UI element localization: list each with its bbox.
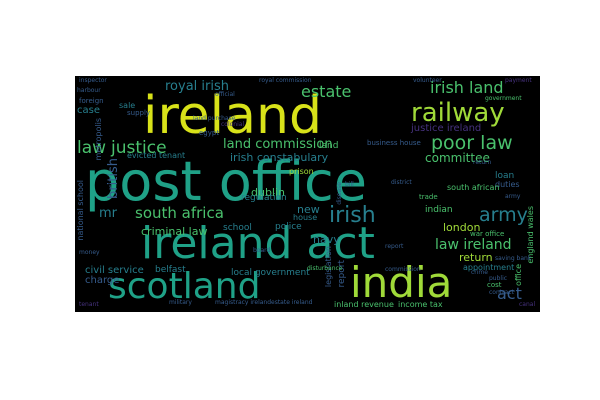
word-dublin: dublin bbox=[251, 186, 286, 199]
word-trade: trade bbox=[419, 193, 438, 201]
word-district: district bbox=[391, 179, 412, 186]
word-public: public bbox=[489, 275, 508, 282]
word-irish-constabulary: irish constabulary bbox=[230, 151, 329, 164]
word-irish-land: irish land bbox=[430, 78, 504, 97]
word-military: military bbox=[169, 299, 192, 306]
word-army-2: army bbox=[505, 193, 521, 200]
word-board: board bbox=[253, 247, 271, 254]
word-return: return bbox=[459, 251, 493, 264]
word-estate: estate bbox=[301, 82, 352, 101]
word-income-tax: income tax bbox=[398, 300, 443, 309]
word-south-african: south african bbox=[447, 183, 500, 192]
word-sale: sale bbox=[119, 101, 136, 110]
word-police: police bbox=[275, 222, 302, 232]
word-war-office: war office bbox=[470, 230, 505, 238]
word-duties: duties bbox=[495, 180, 520, 189]
word-poor-law: poor law bbox=[431, 132, 513, 154]
word-volunteer: volunteer bbox=[413, 77, 442, 84]
word-civil-service: civil service bbox=[85, 265, 144, 276]
word-local-government: local government bbox=[231, 268, 310, 278]
word-indian: indian bbox=[425, 205, 453, 215]
word-inspector: inspector bbox=[79, 77, 107, 84]
word-payment: payment bbox=[505, 77, 532, 84]
word-post-office: post office bbox=[85, 150, 367, 213]
word-foreign: foreign bbox=[79, 97, 104, 105]
word-tenant: tenant bbox=[79, 301, 99, 308]
word-canal: canal bbox=[519, 301, 536, 308]
word-railway: railway bbox=[411, 98, 505, 128]
word-criminal-law: criminal law bbox=[141, 225, 208, 238]
word-charge: charge bbox=[85, 275, 120, 286]
word-scotland: scotland bbox=[108, 266, 261, 307]
word-london: london bbox=[443, 221, 481, 234]
word-royal-commission: royal commission bbox=[259, 77, 312, 84]
word-colonial: colonial bbox=[221, 121, 245, 128]
word-navy: navy bbox=[313, 233, 340, 246]
word-disease: disease bbox=[336, 182, 343, 205]
word-south-africa: south africa bbox=[135, 204, 224, 222]
word-appointment: appointment bbox=[463, 263, 515, 272]
word-return-2: return bbox=[473, 159, 492, 166]
word-inland-revenue: inland revenue bbox=[334, 300, 394, 309]
word-estate-ireland: estate ireland bbox=[271, 299, 313, 306]
word-ireland-act: ireland act bbox=[141, 218, 375, 269]
word-metropolis: metropolis bbox=[94, 118, 103, 161]
word-regulation: regulation bbox=[241, 193, 287, 203]
word-british: british bbox=[106, 158, 121, 199]
word-commission: commission bbox=[385, 266, 421, 273]
word-new: new bbox=[297, 203, 320, 216]
word-school: school bbox=[223, 223, 252, 233]
word-crime: crime bbox=[471, 269, 488, 276]
word-disturbance: disturbance bbox=[307, 265, 343, 272]
word-ireland: ireland bbox=[143, 86, 322, 146]
word-justice: justice bbox=[111, 138, 167, 158]
word-saving-bank: saving bank bbox=[495, 255, 532, 262]
word-office: office bbox=[514, 264, 523, 286]
word-case: case bbox=[77, 105, 100, 116]
word-law: law bbox=[77, 138, 107, 158]
word-justice-ireland: justice ireland bbox=[411, 123, 482, 134]
word-land-commission: land commission bbox=[223, 137, 333, 152]
word-egypt: egypt bbox=[199, 129, 220, 137]
word-money: money bbox=[79, 249, 100, 256]
word-army: army bbox=[479, 204, 528, 226]
word-irish: irish bbox=[329, 203, 376, 228]
word-harbour: harbour bbox=[77, 87, 101, 94]
word-prison: prison bbox=[289, 167, 314, 176]
word-land: land bbox=[319, 141, 339, 151]
word-government: government bbox=[485, 95, 522, 102]
word-bill: bill bbox=[345, 181, 354, 188]
word-supply: supply bbox=[127, 109, 151, 117]
word-evicted-tenant: evicted tenant bbox=[127, 151, 186, 160]
word-report-2: report bbox=[385, 243, 404, 250]
word-magistracy-ireland: magistracy ireland bbox=[215, 299, 272, 306]
word-contract: contract bbox=[489, 289, 514, 296]
word-official: official bbox=[215, 91, 235, 98]
word-royal-irish: royal irish bbox=[165, 79, 229, 94]
word-loan: loan bbox=[495, 171, 515, 181]
word-act: act bbox=[497, 284, 522, 303]
word-india: india bbox=[350, 258, 453, 307]
word-committee: committee bbox=[425, 151, 490, 165]
word-law-ireland: law ireland bbox=[435, 237, 512, 253]
word-belfast: belfast bbox=[155, 265, 186, 275]
word-cost: cost bbox=[487, 281, 502, 289]
word-national-school: national school bbox=[76, 180, 85, 241]
word-business-house: business house bbox=[367, 139, 421, 147]
word-land-purchase: land purchase bbox=[193, 115, 236, 122]
word-cloud: post office ireland act ireland scotland… bbox=[75, 76, 540, 312]
word-mr: mr bbox=[99, 206, 118, 221]
word-house: house bbox=[293, 213, 318, 222]
